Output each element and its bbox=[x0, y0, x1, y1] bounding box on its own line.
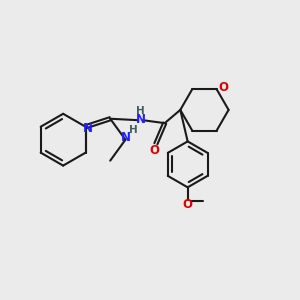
Text: O: O bbox=[183, 198, 193, 211]
Text: O: O bbox=[218, 81, 228, 94]
Text: H: H bbox=[136, 106, 145, 116]
Text: H: H bbox=[129, 125, 138, 135]
Text: O: O bbox=[149, 144, 159, 157]
Text: N: N bbox=[121, 131, 130, 144]
Text: N: N bbox=[82, 122, 93, 135]
Text: N: N bbox=[136, 113, 146, 126]
